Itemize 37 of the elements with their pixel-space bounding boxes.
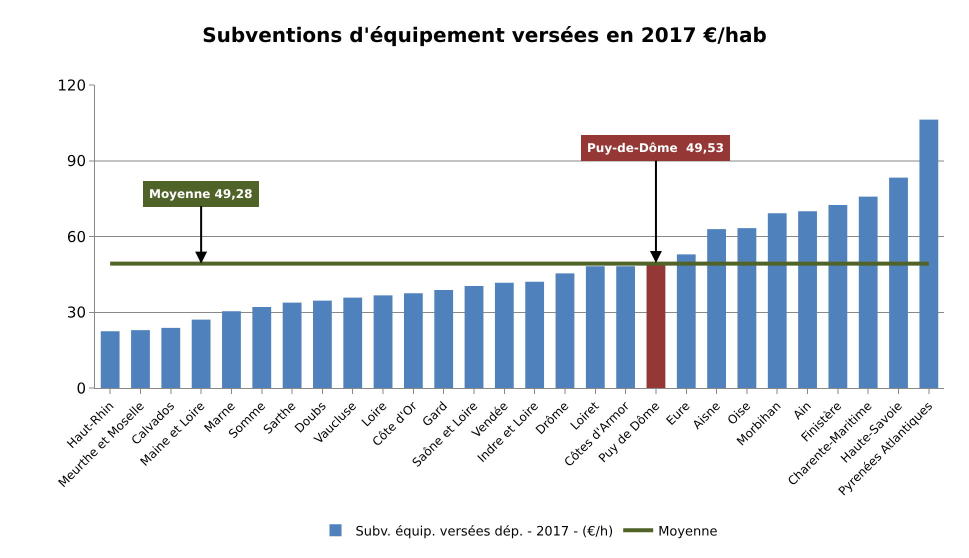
bar: [100, 331, 120, 388]
bar: [434, 290, 454, 388]
bar: [768, 213, 787, 388]
bar: [858, 196, 878, 388]
y-tick-label: 120: [57, 76, 86, 94]
bar: [707, 229, 726, 388]
bar: [313, 300, 332, 388]
bar: [676, 254, 696, 388]
bar: [798, 211, 817, 388]
bar: [828, 204, 848, 388]
chart-title: Subventions d'équipement versées en 2017 €/hab: [202, 22, 767, 47]
legend-label: Moyenne: [658, 524, 718, 540]
bar: [343, 298, 362, 388]
bar: [738, 228, 756, 388]
y-tick-label: 0: [76, 379, 86, 398]
bar: [192, 320, 211, 388]
bar: [404, 293, 423, 388]
bar: [282, 302, 302, 388]
bar: [161, 328, 180, 388]
bar: [131, 330, 150, 388]
bar: [525, 282, 544, 388]
y-tick-label: 60: [66, 228, 86, 246]
bar: [919, 120, 938, 388]
annotation: Puy-de-Dôme 49,53: [587, 141, 724, 155]
bar: [889, 178, 908, 388]
bar: [222, 311, 241, 388]
y-tick-label: 90: [66, 152, 86, 170]
bar: [586, 266, 605, 388]
bar: [616, 266, 636, 388]
bar: [374, 295, 392, 388]
legend-label: Subv. équip. versées dép. - 2017 - (€/h): [356, 524, 614, 540]
y-tick-label: 30: [66, 304, 86, 322]
bar: [252, 306, 272, 388]
annotation: Moyenne 49,28: [149, 187, 253, 201]
bar: [464, 286, 484, 388]
bar: [494, 282, 514, 388]
bar: [556, 273, 574, 388]
